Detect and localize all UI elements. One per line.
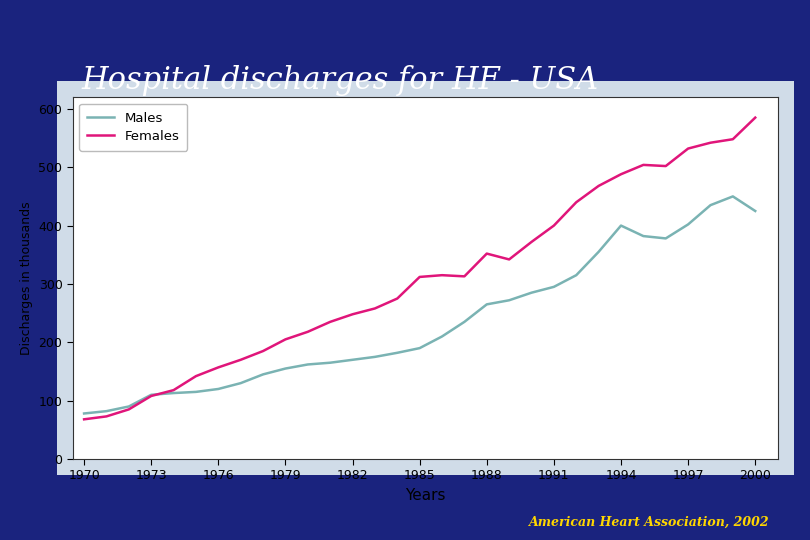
Males <box>571 272 581 279</box>
Females <box>684 145 693 152</box>
Females <box>526 239 536 245</box>
Males <box>594 248 603 255</box>
Females <box>147 393 156 399</box>
Females <box>101 413 111 420</box>
Males <box>347 356 357 363</box>
Females <box>258 348 268 354</box>
Females <box>214 364 224 370</box>
Females <box>437 272 447 279</box>
Females <box>638 161 648 168</box>
Males <box>728 193 738 200</box>
Females <box>750 114 760 121</box>
Females <box>326 319 335 325</box>
Males <box>147 392 156 398</box>
Females <box>168 387 178 393</box>
Females <box>280 336 290 342</box>
Males <box>280 365 290 372</box>
Males <box>415 345 424 352</box>
Text: American Heart Association, 2002: American Heart Association, 2002 <box>529 516 770 529</box>
Males <box>191 389 201 395</box>
Text: Hospital discharges for HF - USA: Hospital discharges for HF - USA <box>81 65 598 96</box>
Females <box>482 251 492 257</box>
Males <box>303 361 313 368</box>
Males <box>459 319 469 325</box>
Males <box>437 333 447 340</box>
Females <box>79 416 89 423</box>
Males <box>684 221 693 228</box>
Females <box>706 139 715 146</box>
Males <box>505 297 514 303</box>
Males <box>124 403 134 410</box>
Males <box>370 354 380 360</box>
Legend: Males, Females: Males, Females <box>79 104 187 151</box>
Females <box>236 356 245 363</box>
Females <box>392 295 402 302</box>
Females <box>594 183 603 189</box>
Females <box>459 273 469 280</box>
Line: Males: Males <box>84 197 755 414</box>
Males <box>661 235 671 242</box>
Males <box>214 386 224 392</box>
Y-axis label: Discharges in thousands: Discharges in thousands <box>20 201 33 355</box>
Females <box>549 222 559 229</box>
Males <box>168 390 178 396</box>
Males <box>750 208 760 214</box>
Females <box>661 163 671 170</box>
Females <box>191 373 201 380</box>
Females <box>571 199 581 206</box>
Males <box>258 371 268 377</box>
Males <box>101 408 111 414</box>
Males <box>482 301 492 308</box>
Males <box>638 233 648 239</box>
Females <box>370 305 380 312</box>
Males <box>616 222 626 229</box>
Males <box>236 380 245 387</box>
Females <box>124 406 134 413</box>
Males <box>706 202 715 208</box>
Females <box>347 311 357 318</box>
X-axis label: Years: Years <box>405 488 446 503</box>
Males <box>549 284 559 290</box>
Females <box>415 274 424 280</box>
Males <box>526 289 536 296</box>
Females <box>616 171 626 178</box>
Males <box>79 410 89 417</box>
Females <box>728 136 738 143</box>
Females <box>505 256 514 262</box>
Males <box>326 360 335 366</box>
Females <box>303 328 313 335</box>
Males <box>392 349 402 356</box>
Line: Females: Females <box>84 118 755 420</box>
